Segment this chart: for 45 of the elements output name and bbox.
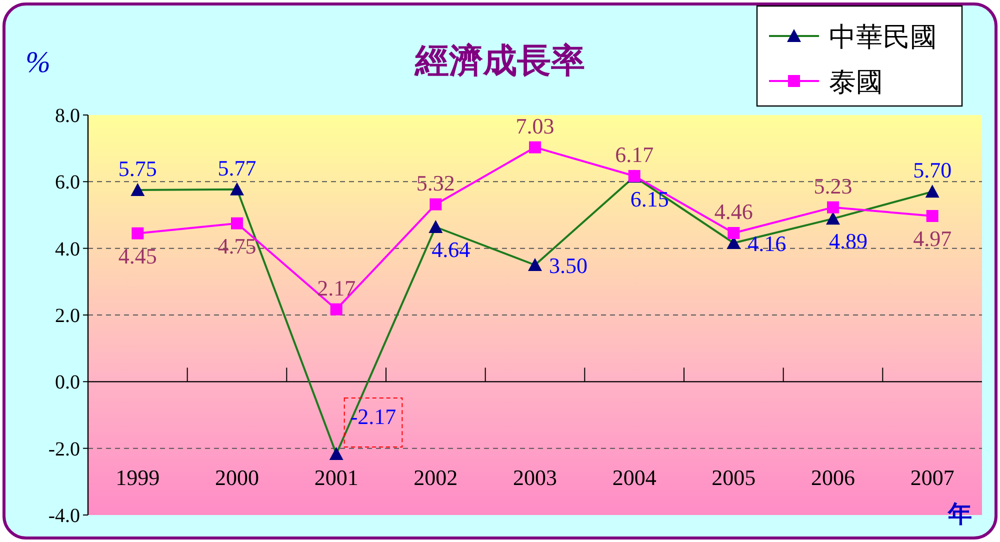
point bbox=[231, 217, 243, 230]
data-label: 5.23 bbox=[814, 173, 852, 198]
x-tick-label: 2005 bbox=[712, 465, 756, 490]
data-label: 5.75 bbox=[118, 156, 157, 181]
legend-label: 中華民國 bbox=[829, 22, 937, 53]
point bbox=[827, 201, 839, 214]
data-label: 5.77 bbox=[218, 155, 256, 180]
point bbox=[926, 210, 938, 222]
x-tick-label: 1999 bbox=[116, 465, 160, 490]
chart-title: 經濟成長率 bbox=[414, 41, 585, 81]
x-tick-label: 2001 bbox=[314, 465, 358, 490]
y-tick-label: 0.0 bbox=[55, 372, 80, 394]
data-label: 4.75 bbox=[218, 233, 256, 258]
point bbox=[529, 141, 541, 154]
y-tick-label: 8.0 bbox=[55, 105, 80, 127]
data-label: 5.70 bbox=[913, 158, 952, 183]
data-label: 4.64 bbox=[432, 237, 470, 262]
data-label: 5.32 bbox=[416, 170, 455, 196]
y-tick-label: -4.0 bbox=[48, 505, 80, 527]
legend-label: 泰國 bbox=[829, 67, 883, 98]
x-tick-label: 2000 bbox=[215, 465, 259, 490]
x-tick-label: 2006 bbox=[811, 465, 855, 490]
data-label: 7.03 bbox=[516, 113, 554, 138]
data-label: 4.97 bbox=[913, 226, 952, 251]
data-label: 4.45 bbox=[118, 243, 157, 268]
x-tick-label: 2002 bbox=[414, 465, 458, 490]
data-label: 4.89 bbox=[829, 228, 868, 254]
y-tick-label: 4.0 bbox=[55, 238, 80, 260]
x-axis-title: 年 bbox=[947, 500, 972, 528]
x-tick-label: 2007 bbox=[910, 465, 954, 490]
y-tick-label: 2.0 bbox=[55, 305, 80, 327]
point bbox=[330, 303, 342, 316]
point bbox=[430, 198, 442, 210]
data-label: 3.50 bbox=[549, 253, 588, 278]
x-tick-label: 2003 bbox=[513, 465, 557, 490]
y-tick-label: 6.0 bbox=[55, 172, 80, 194]
point bbox=[728, 227, 740, 239]
x-tick-label: 2004 bbox=[612, 465, 656, 490]
y-axis-title: % bbox=[26, 46, 50, 79]
data-label: 6.17 bbox=[615, 142, 654, 167]
data-label: 6.15 bbox=[630, 186, 669, 212]
point bbox=[132, 227, 144, 240]
data-label: 4.46 bbox=[714, 199, 753, 224]
y-tick-label: -2.0 bbox=[48, 438, 80, 460]
data-label: 2.17 bbox=[317, 275, 356, 300]
